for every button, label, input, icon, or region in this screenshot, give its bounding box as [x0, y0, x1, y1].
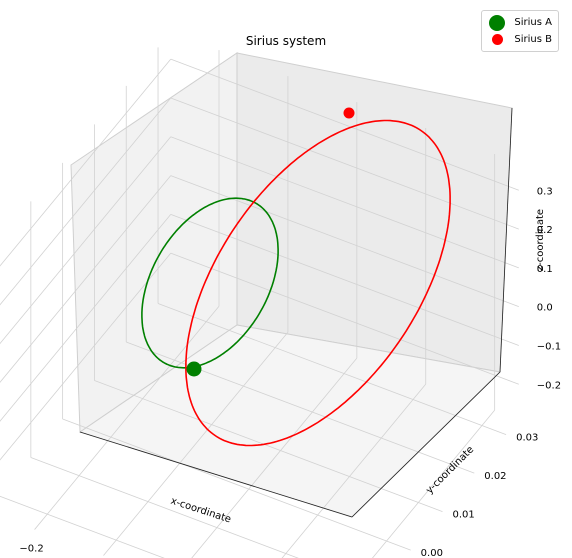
z-tick-label: 0.3	[537, 186, 553, 197]
gridline-z-back	[170, 136, 519, 269]
legend-item-sirius-a: Sirius A	[486, 14, 552, 31]
y-tick-label: 0.01	[452, 510, 474, 521]
gridline-y-floor	[157, 303, 507, 435]
ticks: −0.20.00.20.40.6−0.02−0.010.000.010.020.…	[19, 186, 561, 558]
gridline-z-left	[0, 214, 172, 422]
gridline-y-floor	[30, 457, 299, 558]
gridline-x-floor	[191, 357, 358, 558]
legend-label-sirius-a: Sirius A	[514, 17, 552, 28]
legend-label-sirius-b: Sirius B	[514, 34, 552, 45]
marker-sirius-a	[186, 361, 202, 377]
z-tick-label: −0.2	[537, 380, 561, 391]
grid	[0, 47, 519, 558]
y-tick-label: 0.02	[484, 471, 506, 482]
y-tick-label: 0.00	[421, 548, 443, 558]
z-tick-label: −0.1	[537, 341, 561, 352]
legend-marker-sirius-a	[486, 14, 508, 31]
gridline-y-floor	[62, 418, 411, 551]
orbit-line-sirius-b	[185, 119, 451, 447]
orbits	[141, 107, 451, 447]
legend: Sirius A Sirius B	[481, 10, 559, 52]
z-tick-label: 0.0	[537, 303, 553, 314]
gridline-x-floor	[371, 409, 495, 558]
gridline-z-back	[170, 97, 519, 230]
gridline-y-floor	[0, 495, 165, 558]
gridline-x-floor	[281, 383, 427, 558]
gridline-y-floor	[126, 341, 475, 474]
gridline-x-floor	[103, 331, 289, 556]
axes-panes	[70, 52, 513, 518]
marker-sirius-b	[343, 107, 355, 119]
gridline-z-left	[0, 175, 172, 383]
y-tick-label: 0.03	[516, 433, 538, 444]
z-tick-label: 0.1	[537, 264, 553, 275]
legend-marker-sirius-b	[486, 34, 508, 45]
y-axis-label: y-coordinate	[424, 444, 476, 496]
gridline-z-left	[0, 252, 172, 461]
legend-item-sirius-b: Sirius B	[486, 31, 552, 48]
z-axis-line	[499, 107, 513, 373]
gridline-z-left	[0, 136, 172, 345]
y-axis-line	[351, 371, 501, 518]
gridline-z-back	[170, 175, 519, 308]
gridline-z-left	[0, 58, 172, 267]
z-tick-label: 0.2	[537, 225, 553, 236]
gridline-z-back	[170, 252, 519, 385]
chart-title: Sirius system	[246, 34, 326, 48]
x-tick-label: −0.2	[19, 544, 43, 555]
x-axis-line	[79, 431, 353, 518]
gridline-z-back	[170, 58, 519, 191]
pane-back	[236, 52, 513, 373]
gridline-z-left	[0, 97, 172, 306]
axes-lines	[79, 107, 513, 518]
gridline-y-floor	[94, 380, 443, 512]
z-axis-label: z-coordinate	[535, 209, 546, 271]
